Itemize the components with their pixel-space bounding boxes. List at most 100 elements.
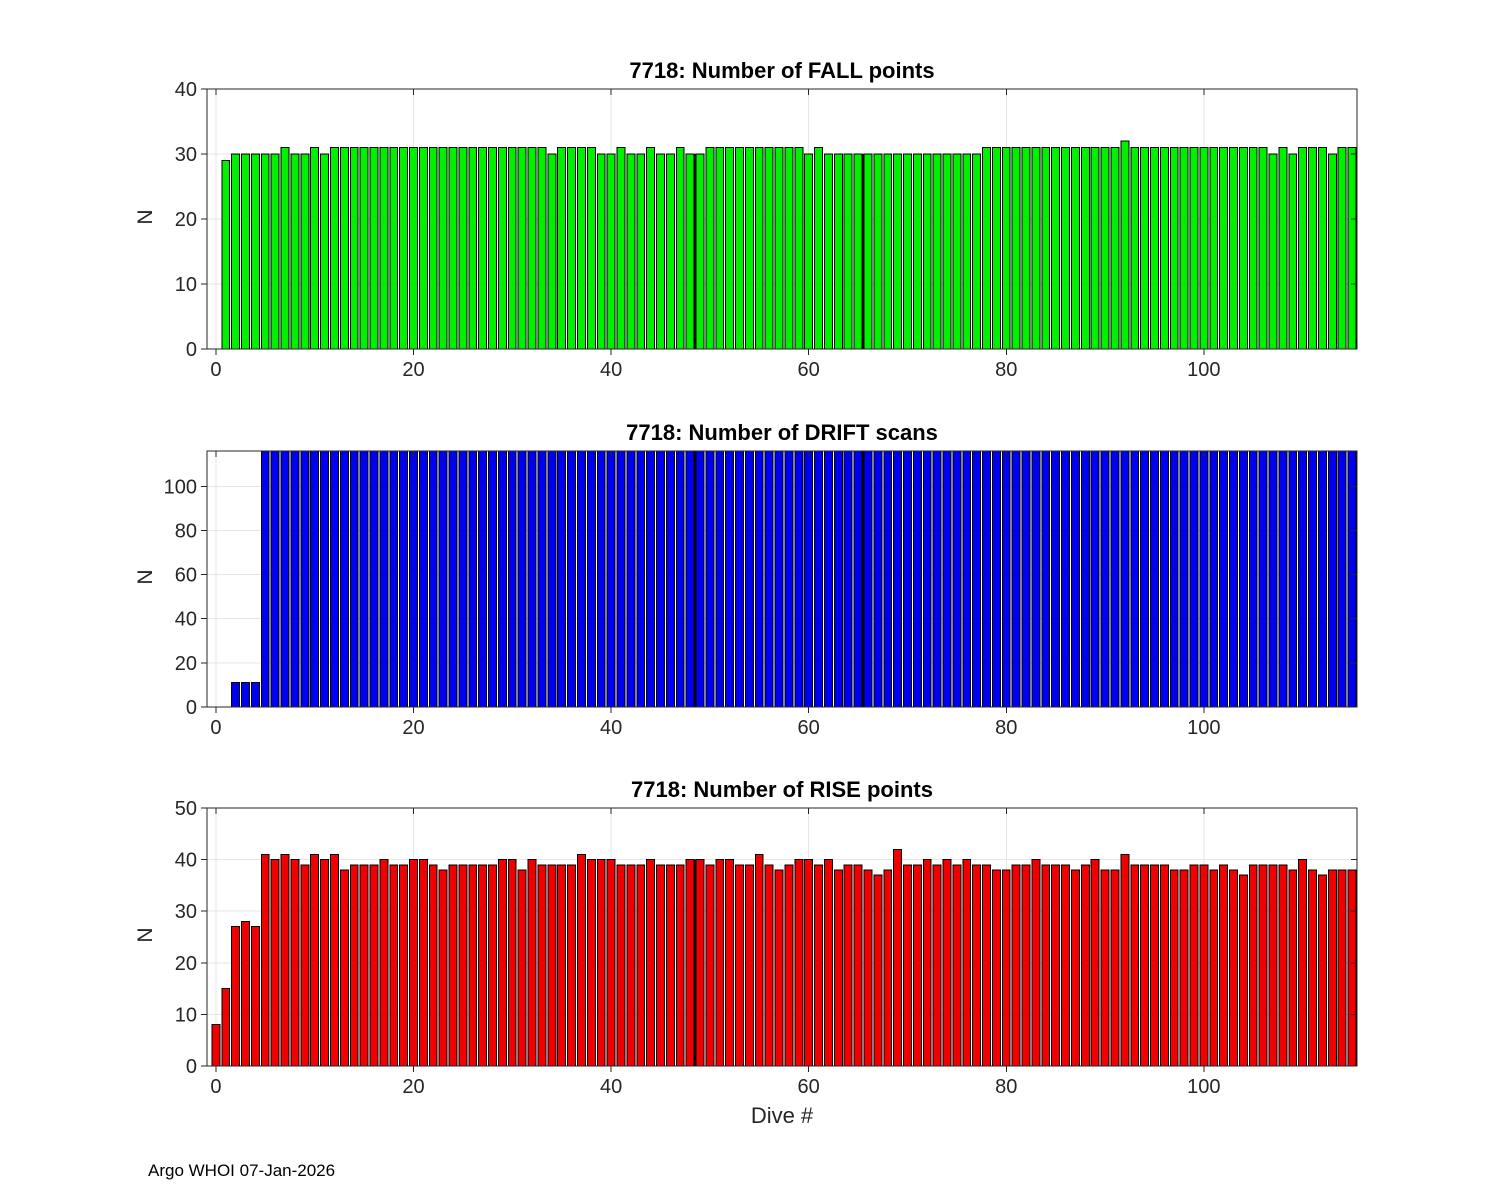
drift-bar — [1041, 450, 1051, 708]
drift-bar — [1229, 450, 1238, 708]
fall-bar — [231, 153, 241, 350]
rise-bar — [715, 859, 725, 1067]
rise-bar — [320, 859, 330, 1067]
fall-bar — [873, 153, 883, 350]
fall-bar — [962, 153, 972, 350]
rise-bar — [1110, 869, 1120, 1067]
rise-bar — [547, 864, 557, 1067]
rise-bar — [1219, 864, 1229, 1067]
rise-bar — [488, 864, 497, 1067]
drift-bar — [764, 450, 774, 708]
rise-bar — [656, 864, 665, 1067]
rise-bar — [1327, 869, 1337, 1067]
drift-bar — [675, 450, 685, 708]
drift-bar — [310, 450, 320, 708]
rise-bar — [1179, 869, 1189, 1067]
rise-bar — [567, 864, 577, 1067]
fall-bar — [1327, 153, 1337, 350]
rise-bar — [735, 864, 744, 1067]
drift-bar — [1337, 450, 1347, 708]
rise-bar — [428, 864, 438, 1067]
drift-bar — [1308, 450, 1317, 708]
rise-bar — [853, 864, 863, 1067]
rise-bar — [389, 864, 399, 1067]
rise-bar — [636, 864, 646, 1067]
rise-bar — [982, 864, 991, 1067]
fall-bar — [853, 153, 863, 350]
fall-bar — [507, 147, 517, 350]
fall-bar — [310, 147, 320, 350]
rise-bar — [616, 864, 626, 1067]
rise-bar — [912, 864, 922, 1067]
rise-axes-box — [206, 807, 1358, 1067]
rise-bar — [1120, 853, 1130, 1067]
drift-chart-title: 7718: Number of DRIFT scans — [626, 420, 938, 445]
footer-text: Argo WHOI 07-Jan-2026 — [148, 1161, 336, 1180]
y-tick-label: 40 — [175, 850, 197, 872]
rise-bar — [1337, 869, 1347, 1067]
drift-bar — [982, 450, 991, 708]
fall-bar — [527, 147, 537, 350]
x-tick-label: 40 — [600, 1076, 622, 1098]
rise-bar — [725, 859, 735, 1067]
fall-bar — [774, 147, 784, 350]
drift-bar — [912, 450, 922, 708]
drift-bar — [903, 450, 912, 708]
fall-bar — [488, 147, 497, 350]
fall-bar — [399, 147, 409, 350]
drift-bar — [1130, 450, 1140, 708]
x-tick-label: 0 — [210, 359, 221, 381]
rise-bar — [903, 864, 912, 1067]
drift-bar — [1150, 450, 1159, 708]
fall-bar — [1209, 147, 1219, 350]
rise-bar — [784, 864, 794, 1067]
drift-bar — [567, 450, 577, 708]
fall-bar — [804, 153, 814, 350]
rise-bar — [300, 864, 310, 1067]
fall-bar — [290, 153, 300, 350]
rise-bar — [873, 874, 883, 1067]
drift-bar — [478, 450, 488, 708]
y-tick-label: 30 — [175, 144, 197, 166]
rise-bar — [626, 864, 636, 1067]
drift-bar — [784, 450, 794, 708]
rise-bar — [241, 921, 250, 1067]
drift-bar — [1061, 450, 1070, 708]
drift-bar — [863, 450, 873, 708]
fall-bar — [715, 147, 725, 350]
drift-bar — [1090, 450, 1100, 708]
drift-bar — [270, 450, 280, 708]
rise-bar — [932, 864, 942, 1067]
fall-bar — [1199, 147, 1209, 350]
rise-bar — [359, 864, 369, 1067]
fall-seam — [693, 154, 697, 349]
fall-bar — [883, 153, 893, 350]
rise-bar — [1317, 874, 1327, 1067]
rise-bar — [1130, 864, 1140, 1067]
rise-bar — [1229, 869, 1238, 1067]
drift-bar — [853, 450, 863, 708]
x-tick-label: 80 — [995, 359, 1017, 381]
fall-bar — [1080, 147, 1090, 350]
y-tick-label: 50 — [175, 798, 197, 820]
rise-bar — [537, 864, 547, 1067]
drift-bar — [616, 450, 626, 708]
drift-bar — [488, 450, 497, 708]
drift-bar — [379, 450, 389, 708]
fall-bar — [537, 147, 547, 350]
rise-bar — [1238, 874, 1248, 1067]
fall-bar — [359, 147, 369, 350]
drift-bar — [952, 450, 962, 708]
fall-bar — [972, 153, 982, 350]
fall-bar — [260, 153, 270, 350]
fall-bar — [912, 153, 922, 350]
drift-bar — [1140, 450, 1150, 708]
rise-bar — [1041, 864, 1051, 1067]
fall-bar — [1229, 147, 1238, 350]
drift-bar — [991, 450, 1001, 708]
drift-bar — [1288, 450, 1298, 708]
fall-bar — [448, 147, 458, 350]
y-tick-label: 80 — [175, 520, 197, 542]
fall-bar — [1150, 147, 1159, 350]
fall-bar — [764, 147, 774, 350]
